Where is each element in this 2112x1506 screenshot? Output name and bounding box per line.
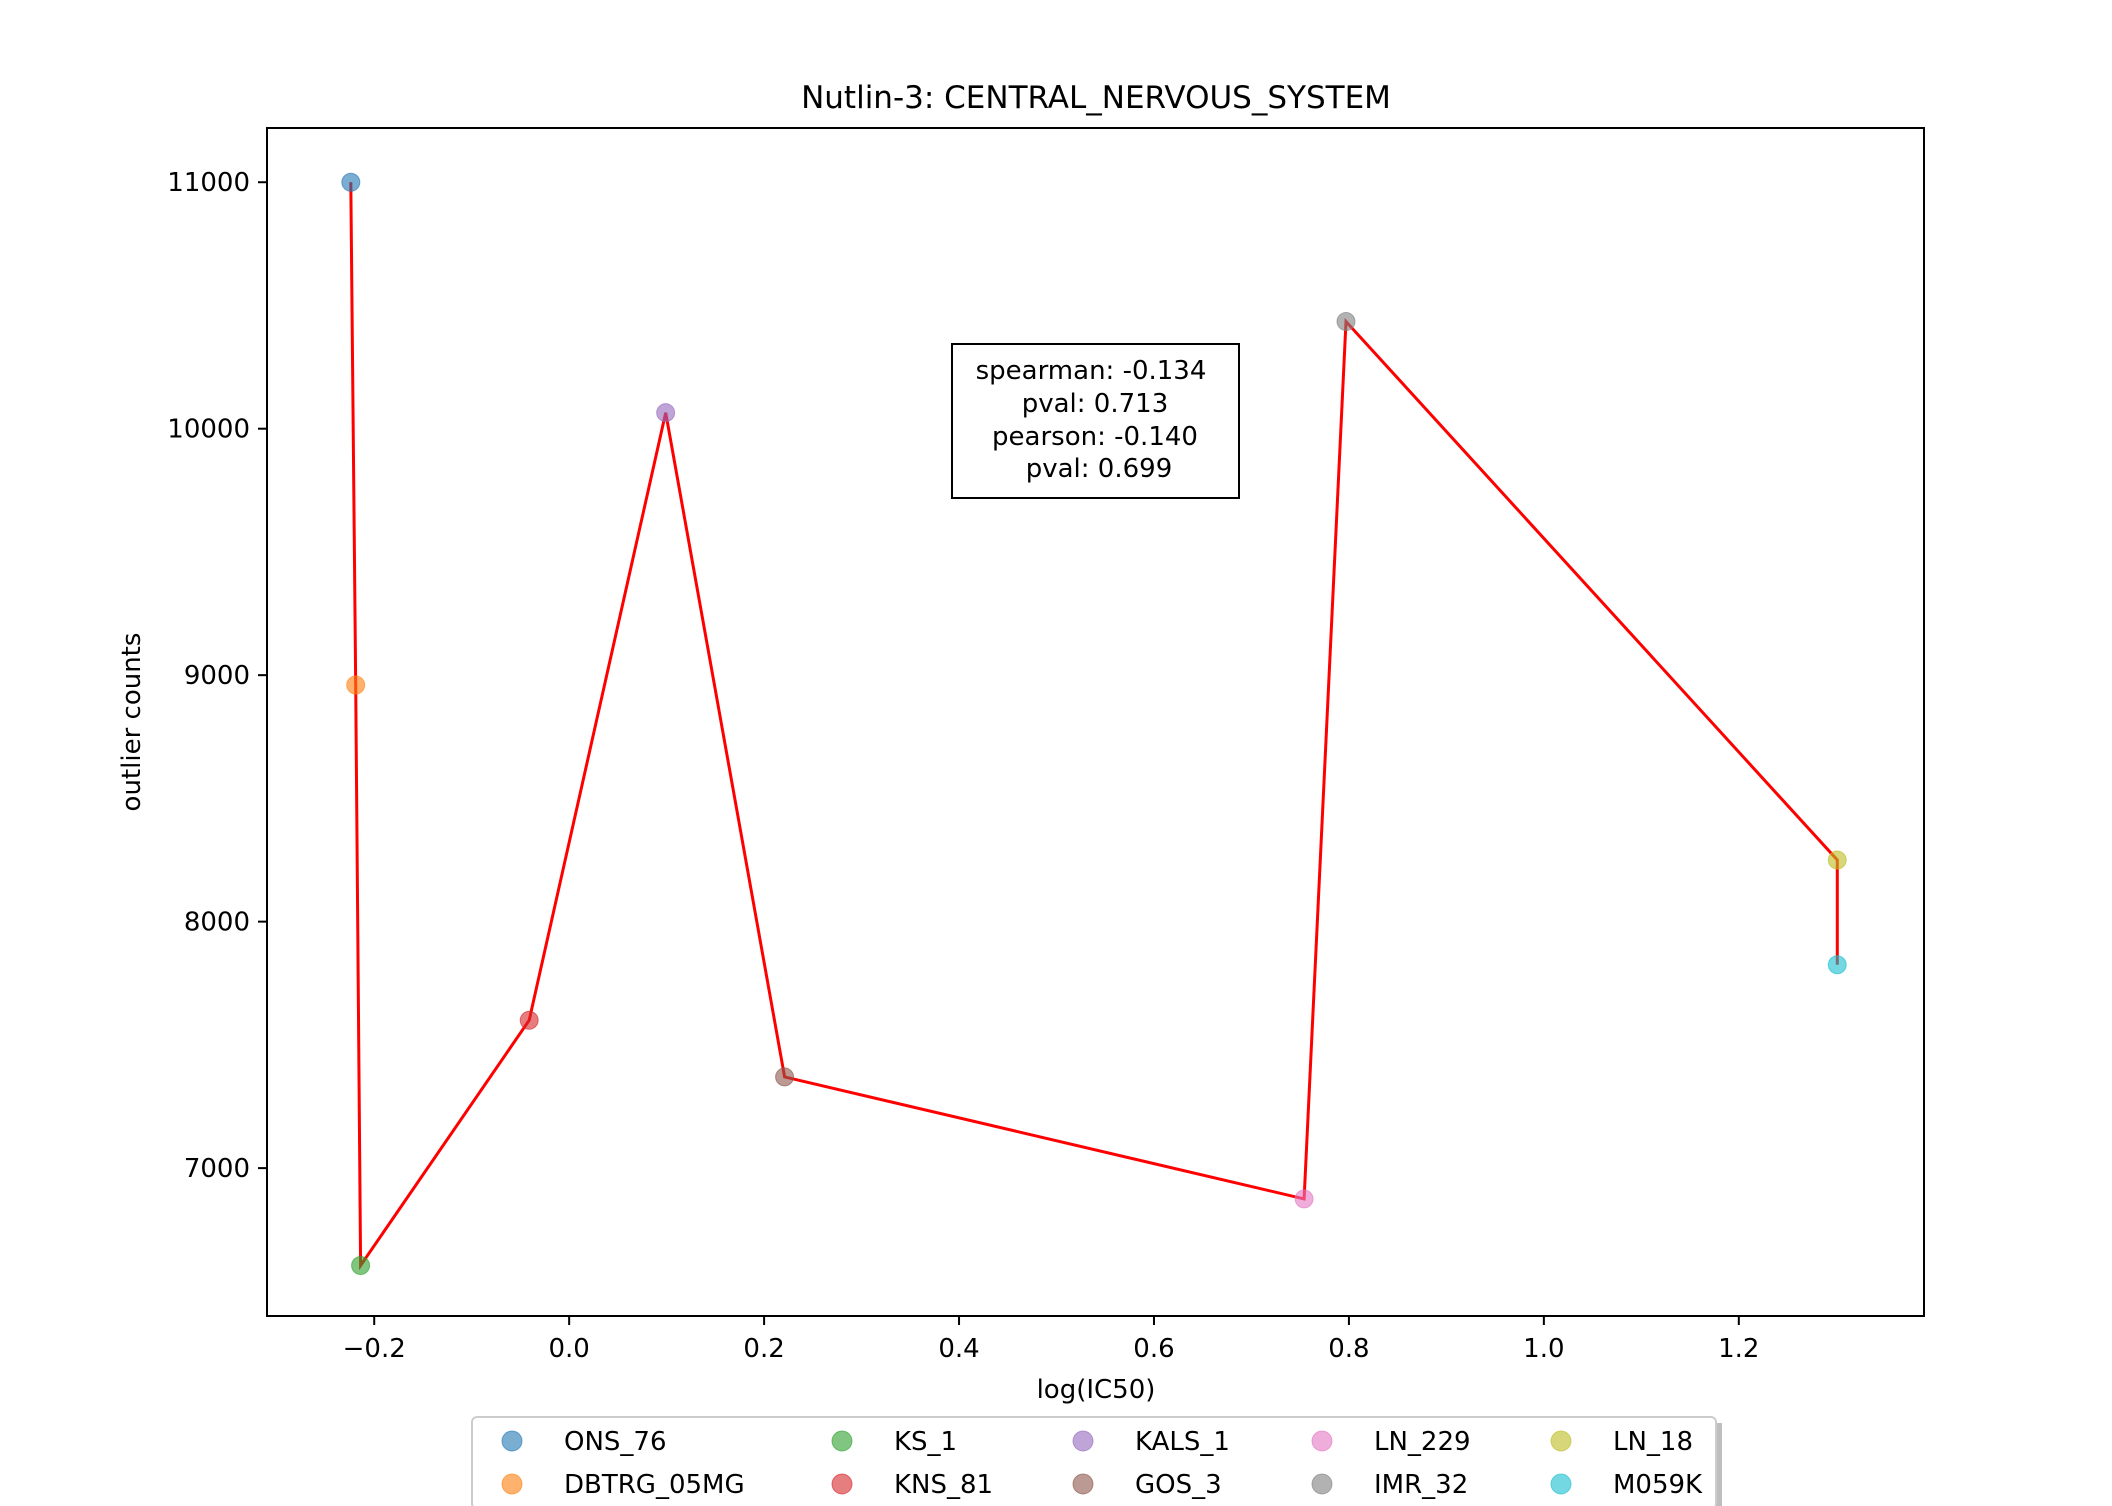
y-tick-label: 8000 (184, 908, 250, 938)
legend-label: M059K (1613, 1470, 1703, 1500)
legend-label: GOS_3 (1135, 1470, 1222, 1500)
legend-label: LN_229 (1374, 1427, 1471, 1457)
stats-spearman-pval: pval: 0.713 (1022, 389, 1169, 419)
legend-marker (831, 1430, 853, 1452)
legend-label: KS_1 (894, 1427, 957, 1457)
legend-marker (831, 1473, 853, 1495)
x-tick-label: 0.0 (548, 1334, 589, 1364)
legend-label: LN_18 (1613, 1427, 1693, 1457)
y-axis-ticks: 7000 8000 9000 10000 11000 (167, 168, 267, 1184)
legend: ONS_76 DBTRG_05MG KS_1 KNS_81 KALS_1 GOS_3 LN_… (471, 1416, 1722, 1506)
point-imr-32 (1336, 311, 1356, 331)
point-kns-81 (519, 1010, 539, 1030)
point-m059k (1827, 955, 1847, 975)
legend-marker (1311, 1430, 1333, 1452)
point-dbtrg-05mg (346, 675, 366, 695)
legend-marker (501, 1473, 523, 1495)
x-tick-label: 0.2 (743, 1334, 784, 1364)
legend-label: IMR_32 (1374, 1470, 1468, 1500)
legend-frame (471, 1416, 1717, 1506)
point-kals-1 (656, 403, 676, 423)
trend-line-group (349, 182, 1839, 1271)
stats-box-frame (951, 343, 1240, 499)
x-tick-label: 0.4 (938, 1334, 979, 1364)
point-gos-3 (775, 1067, 795, 1087)
y-tick-label: 11000 (167, 168, 250, 198)
legend-items: ONS_76 DBTRG_05MG KS_1 KNS_81 KALS_1 GOS_3 LN_… (501, 1427, 1703, 1500)
legend-label: DBTRG_05MG (564, 1470, 745, 1500)
x-tick-label: 0.8 (1328, 1334, 1369, 1364)
legend-label: ONS_76 (564, 1427, 667, 1457)
chart-title: Nutlin-3: CENTRAL_NERVOUS_SYSTEM (801, 80, 1391, 116)
legend-marker (1311, 1473, 1333, 1495)
x-axis-label: log(IC50) (1037, 1375, 1156, 1405)
stats-pearson-pval: pval: 0.699 (1026, 454, 1173, 484)
y-tick-label: 10000 (167, 415, 250, 445)
y-axis-label: outlier counts (117, 633, 147, 812)
point-ln-229 (1294, 1189, 1314, 1209)
x-axis-ticks: −0.2 0.0 0.2 0.4 0.6 0.8 1.0 1.2 (343, 1316, 1759, 1364)
legend-label: KNS_81 (894, 1470, 993, 1500)
stats-box: spearman: -0.134 pval: 0.713 pearson: -0… (951, 343, 1240, 499)
legend-marker (501, 1430, 523, 1452)
stats-spearman: spearman: -0.134 (976, 356, 1207, 386)
plot-area (266, 127, 1925, 1317)
x-tick-label: 1.2 (1718, 1334, 1759, 1364)
y-tick-label: 7000 (184, 1154, 250, 1184)
legend-label: KALS_1 (1135, 1427, 1230, 1457)
legend-marker (1550, 1473, 1572, 1495)
legend-marker (1072, 1430, 1094, 1452)
point-ks-1 (351, 1255, 371, 1275)
x-tick-label: 1.0 (1523, 1334, 1564, 1364)
data-points (341, 172, 1847, 1275)
stats-pearson: pearson: -0.140 (992, 422, 1198, 452)
legend-marker (1550, 1430, 1572, 1452)
point-ln-18 (1827, 850, 1847, 870)
point-ons-76 (341, 172, 361, 192)
x-tick-label: −0.2 (343, 1334, 406, 1364)
trend-line (349, 182, 1839, 1271)
legend-marker (1072, 1473, 1094, 1495)
x-tick-label: 0.6 (1133, 1334, 1174, 1364)
y-tick-label: 9000 (184, 661, 250, 691)
